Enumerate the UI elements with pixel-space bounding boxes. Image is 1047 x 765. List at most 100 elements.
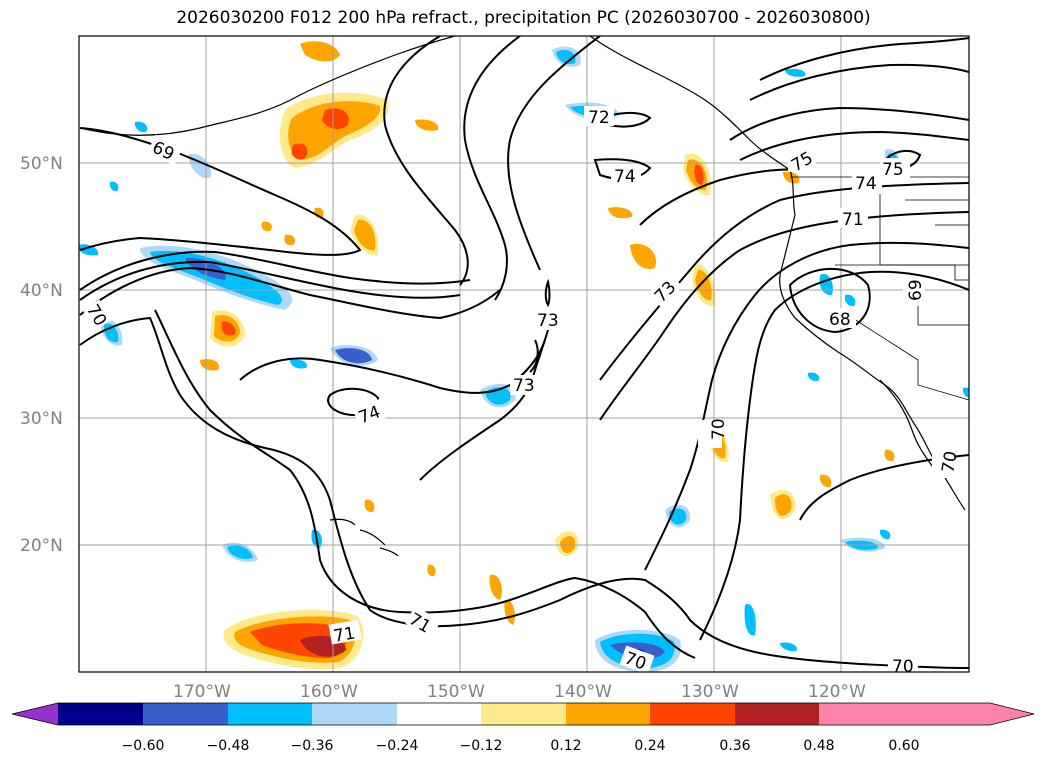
contour-label: 70	[709, 418, 729, 440]
state-border	[879, 190, 969, 266]
colorbar-tick-label: 0.24	[634, 738, 665, 754]
lat-label: 30°N	[20, 409, 63, 429]
colorbar-tick-label: −0.60	[122, 738, 165, 754]
contour-70-east	[644, 241, 969, 571]
contour-label: 72	[588, 108, 610, 128]
neg-patch	[844, 294, 856, 307]
contour-west-loop	[79, 316, 969, 669]
alaska-coast	[589, 36, 791, 171]
pos-patch	[288, 101, 381, 160]
contour-east-1	[639, 168, 801, 226]
map-frame	[78, 35, 970, 673]
neg-patch	[335, 348, 372, 364]
contour-75	[749, 63, 969, 101]
colorbar-segment	[819, 703, 904, 725]
lon-label: 130°W	[681, 682, 739, 702]
contour-ridge	[383, 36, 469, 286]
contour-70	[79, 266, 501, 320]
contour-label: 69	[906, 279, 926, 301]
lon-labels: 170°W 160°W 150°W 140°W 130°W 120°W	[173, 682, 866, 702]
neg-patch	[785, 68, 806, 77]
pos-patch	[221, 321, 236, 336]
neg-patch	[744, 604, 756, 636]
state-border	[835, 264, 969, 281]
lat-label: 20°N	[20, 536, 63, 556]
precip-shading	[79, 41, 969, 672]
lon-label: 150°W	[427, 682, 485, 702]
lon-label: 140°W	[554, 682, 612, 702]
contour-ridge3	[507, 36, 601, 271]
contour-loop-71	[154, 309, 696, 659]
contour-labels: 69 70 72 74 75 74 71 73 73 73 74 70 68	[82, 106, 962, 677]
neg-patch	[290, 359, 307, 369]
colorbar-tick-label: 0.48	[803, 738, 834, 754]
contour-75b	[759, 37, 969, 81]
colorbar-segment	[58, 703, 143, 725]
pos-patch	[200, 359, 219, 371]
pos-patch	[284, 234, 296, 246]
pos-patch	[783, 171, 800, 184]
colorbar-extend-low	[12, 703, 58, 725]
neg-patch	[807, 372, 820, 382]
state-border	[839, 309, 969, 401]
contour-label: 70	[938, 450, 961, 475]
pos-patch	[819, 474, 832, 488]
lon-label: 170°W	[173, 682, 231, 702]
refractivity-contours	[79, 36, 969, 669]
contour-label: 70	[892, 657, 914, 677]
colorbar-tick-label: −0.36	[291, 738, 334, 754]
contour-label: 71	[332, 623, 357, 646]
lat-label: 40°N	[20, 281, 63, 301]
lat-labels: 50°N 40°N 30°N 20°N	[20, 154, 63, 556]
lat-label: 50°N	[20, 154, 63, 174]
colorbar-tick-label: −0.24	[376, 738, 419, 754]
pos-patch	[694, 164, 704, 185]
colorbar-segment	[228, 703, 312, 725]
pos-patch	[427, 564, 436, 577]
colorbar-tick-label: 0.60	[888, 738, 919, 754]
pos-patch	[291, 143, 308, 160]
contour-73b	[544, 278, 551, 308]
colorbar: −0.60 −0.48 −0.36 −0.24 −0.12 0.12 0.24 …	[11, 702, 1035, 754]
contour-label: 75	[882, 160, 904, 180]
pos-patch	[300, 41, 340, 62]
contour-73-mid	[419, 329, 549, 481]
colorbar-tick-label: 0.36	[719, 738, 750, 754]
neg-patch	[79, 244, 99, 256]
aleutian-coast	[79, 36, 456, 136]
colorbar-extend-high	[904, 703, 1034, 725]
contour-label: 73	[513, 376, 535, 396]
colorbar-outline	[11, 702, 1035, 726]
pos-patch	[415, 119, 439, 131]
colorbar-tick-label: −0.48	[207, 738, 250, 754]
pos-patch	[261, 221, 273, 232]
contour-69-east	[699, 270, 969, 641]
pos-patch	[322, 108, 349, 130]
pos-patch	[364, 499, 375, 513]
coastlines	[79, 36, 969, 557]
neg-patch	[134, 121, 148, 133]
contour-label: 71	[842, 210, 864, 230]
graticule	[79, 36, 969, 672]
contour-71	[79, 260, 461, 301]
neg-patch	[819, 274, 833, 296]
colorbar-segment	[650, 703, 735, 725]
neg-patch	[227, 545, 253, 559]
contour-68	[788, 267, 871, 334]
colorbar-segment	[481, 703, 566, 725]
pos-patch	[504, 599, 516, 625]
pos-patch	[354, 219, 376, 251]
contour-label: 68	[829, 310, 851, 330]
contour-ridge2	[463, 36, 521, 301]
neg-patch	[780, 642, 797, 652]
contour-label: 74	[855, 174, 877, 194]
lon-label: 160°W	[300, 682, 358, 702]
pos-patch	[630, 243, 656, 270]
neg-patch	[109, 181, 119, 192]
pos-patch	[489, 574, 502, 600]
colorbar-segment	[735, 703, 819, 725]
colorbar-segment	[566, 703, 650, 725]
colorbar-tick-label: −0.12	[460, 738, 503, 754]
